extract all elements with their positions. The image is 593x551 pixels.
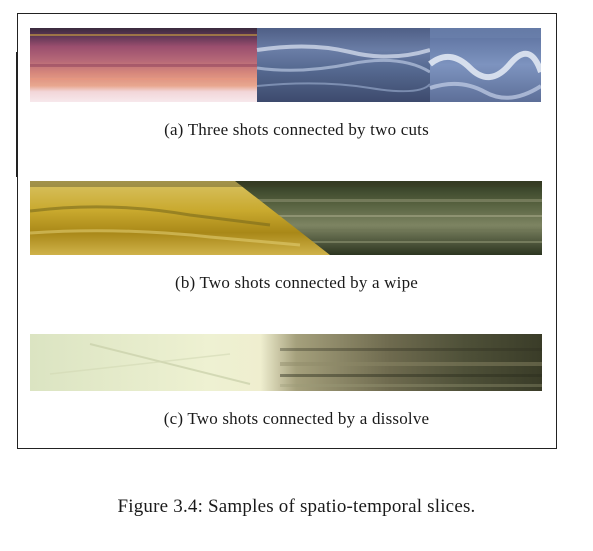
frame-edge-mark <box>16 52 18 177</box>
slice-image-a <box>30 28 541 102</box>
figure-label: Figure 3.4: <box>117 496 204 517</box>
figure-caption-text: Samples of spatio-temporal slices. <box>208 496 476 517</box>
panel-a-caption: (a) Three shots connected by two cuts <box>164 120 429 139</box>
figure-frame <box>16 13 557 449</box>
figure-caption: Figure 3.4: Samples of spatio-temporal s… <box>0 496 593 518</box>
slice-image-b <box>30 181 542 255</box>
slice-image-c <box>30 334 542 391</box>
panel-c-caption: (c) Two shots connected by a dissolve <box>163 409 430 428</box>
panel-b-caption: (b) Two shots connected by a wipe <box>174 273 419 292</box>
